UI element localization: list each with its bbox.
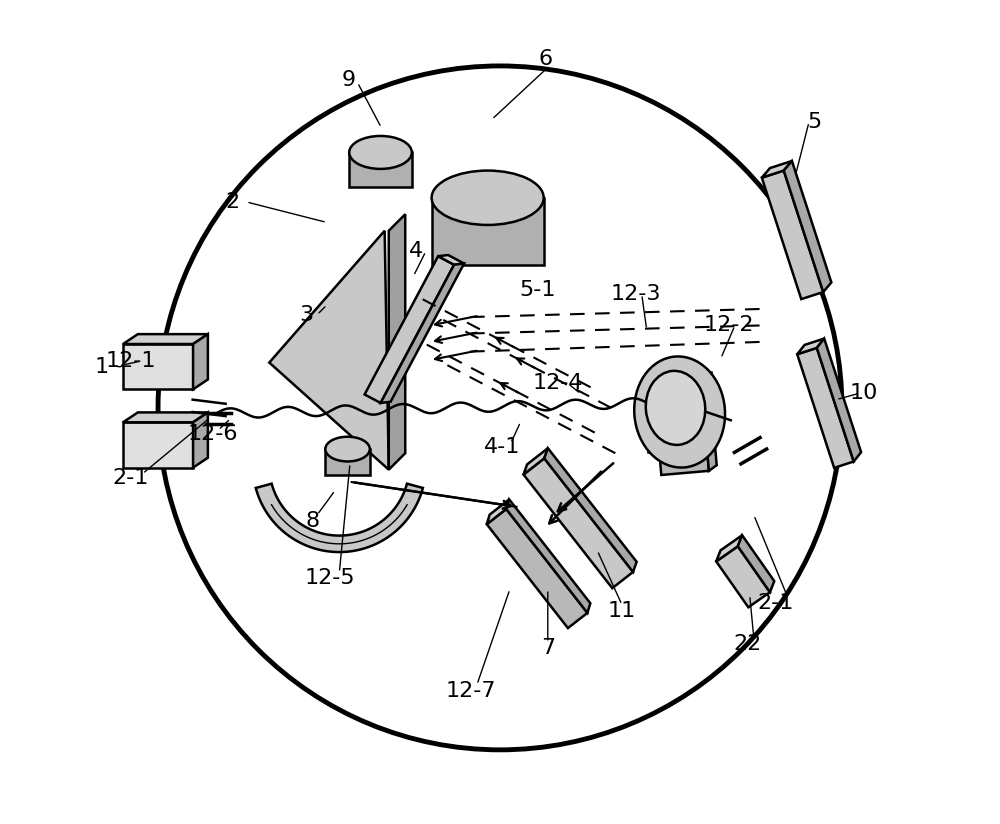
- Ellipse shape: [646, 371, 705, 445]
- Text: 5: 5: [808, 112, 822, 132]
- Polygon shape: [193, 335, 208, 389]
- Polygon shape: [648, 372, 711, 452]
- Polygon shape: [123, 335, 208, 344]
- Polygon shape: [716, 546, 770, 607]
- Text: 12-1: 12-1: [106, 351, 156, 371]
- Text: 12-7: 12-7: [446, 681, 496, 700]
- Polygon shape: [524, 448, 548, 475]
- Polygon shape: [524, 458, 633, 588]
- Text: 3: 3: [299, 305, 313, 325]
- Polygon shape: [256, 484, 423, 552]
- Polygon shape: [381, 264, 464, 403]
- Polygon shape: [325, 449, 370, 475]
- Circle shape: [158, 66, 842, 750]
- Ellipse shape: [349, 136, 412, 169]
- Polygon shape: [123, 344, 193, 389]
- Polygon shape: [797, 348, 854, 468]
- Text: 22: 22: [733, 634, 761, 654]
- Polygon shape: [762, 171, 823, 299]
- Polygon shape: [123, 422, 193, 467]
- Polygon shape: [797, 339, 824, 354]
- Text: 4-1: 4-1: [483, 438, 520, 457]
- Polygon shape: [487, 509, 587, 628]
- Polygon shape: [817, 339, 861, 461]
- Polygon shape: [349, 152, 412, 187]
- Polygon shape: [506, 499, 590, 613]
- Text: 12-3: 12-3: [611, 284, 661, 304]
- Polygon shape: [544, 448, 637, 572]
- Polygon shape: [716, 536, 742, 561]
- Text: 12-5: 12-5: [304, 569, 355, 588]
- Polygon shape: [269, 231, 389, 470]
- Polygon shape: [706, 434, 717, 471]
- Text: 2-1: 2-1: [758, 593, 794, 613]
- Polygon shape: [365, 256, 454, 403]
- Polygon shape: [659, 440, 709, 475]
- Polygon shape: [762, 161, 792, 178]
- Polygon shape: [432, 198, 544, 265]
- Text: 10: 10: [850, 383, 878, 403]
- Polygon shape: [438, 255, 464, 265]
- Text: 5-1: 5-1: [519, 280, 555, 300]
- Text: 12-2: 12-2: [704, 316, 754, 335]
- Text: 12-6: 12-6: [188, 424, 238, 444]
- Polygon shape: [487, 499, 509, 524]
- Text: 7: 7: [541, 639, 555, 658]
- Text: 1: 1: [95, 357, 109, 377]
- Text: 8: 8: [306, 511, 320, 531]
- Polygon shape: [784, 161, 831, 292]
- Polygon shape: [659, 434, 714, 444]
- Text: 6: 6: [538, 49, 552, 69]
- Text: 11: 11: [608, 602, 636, 621]
- Polygon shape: [389, 214, 405, 470]
- Ellipse shape: [325, 437, 370, 461]
- Text: 2: 2: [225, 192, 239, 212]
- Ellipse shape: [634, 357, 725, 467]
- Ellipse shape: [432, 171, 544, 225]
- Polygon shape: [123, 412, 208, 422]
- Polygon shape: [738, 536, 774, 592]
- Text: 4: 4: [409, 241, 423, 261]
- Text: 2-1: 2-1: [113, 468, 149, 488]
- Text: 12-4: 12-4: [532, 373, 583, 393]
- Polygon shape: [193, 412, 208, 467]
- Text: 9: 9: [341, 70, 355, 90]
